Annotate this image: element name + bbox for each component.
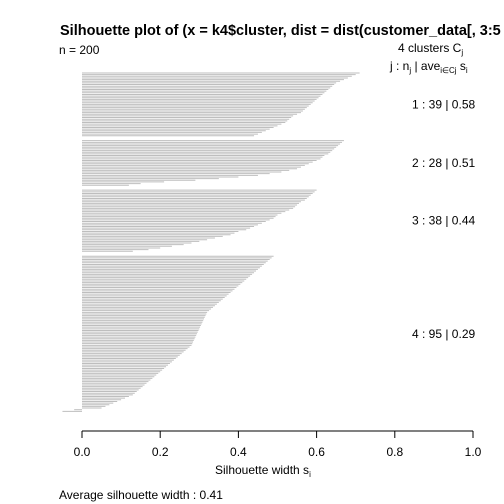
x-axis: 0.0 0.2 0.4 0.6 0.8 1.0 [74,430,482,459]
x-axis-label: Silhouette width si [215,463,311,479]
cluster-label-3: 3 : 38 | 0.44 [412,214,475,228]
cluster-label-2: 2 : 28 | 0.51 [412,156,475,170]
cluster-label-4: 4 : 95 | 0.29 [412,327,475,341]
legend-subheader-s-subscript: i [466,66,468,75]
sample-size-label: n = 200 [59,43,100,57]
x-axis-label-subscript: i [309,470,311,479]
x-tick-label: 0.6 [308,445,325,459]
x-tick-label: 0.2 [152,445,169,459]
legend-subheader-ave-subscript: i∈Cj [440,66,457,75]
cluster-label-1: 1 : 39 | 0.58 [412,97,475,111]
average-silhouette-footer: Average silhouette width : 0.41 [59,488,223,502]
legend-subheader-n-subscript: j [408,66,411,75]
x-tick-label: 0.0 [74,445,91,459]
legend-header: 4 clusters Cj [398,41,463,57]
x-tick-label: 1.0 [465,445,482,459]
legend-subheader-ave: | ave [411,59,440,73]
legend-subheader-s: s [457,59,466,73]
cluster-labels: 1 : 39 | 0.58 2 : 28 | 0.51 3 : 38 | 0.44 4… [412,97,475,340]
legend-subheader: j : nj | avei∈Cj si [389,59,468,75]
legend-header-text: 4 clusters C [398,41,462,55]
x-tick-label: 0.4 [230,445,247,459]
x-axis-label-text: Silhouette width s [215,463,309,477]
chart-title: Silhouette plot of (x = k4$cluster, dist… [60,23,501,39]
legend-subheader-j: j : n [389,59,409,73]
silhouette-bars [62,72,360,412]
x-tick-label: 0.8 [386,445,403,459]
legend-header-subscript: j [460,48,463,57]
